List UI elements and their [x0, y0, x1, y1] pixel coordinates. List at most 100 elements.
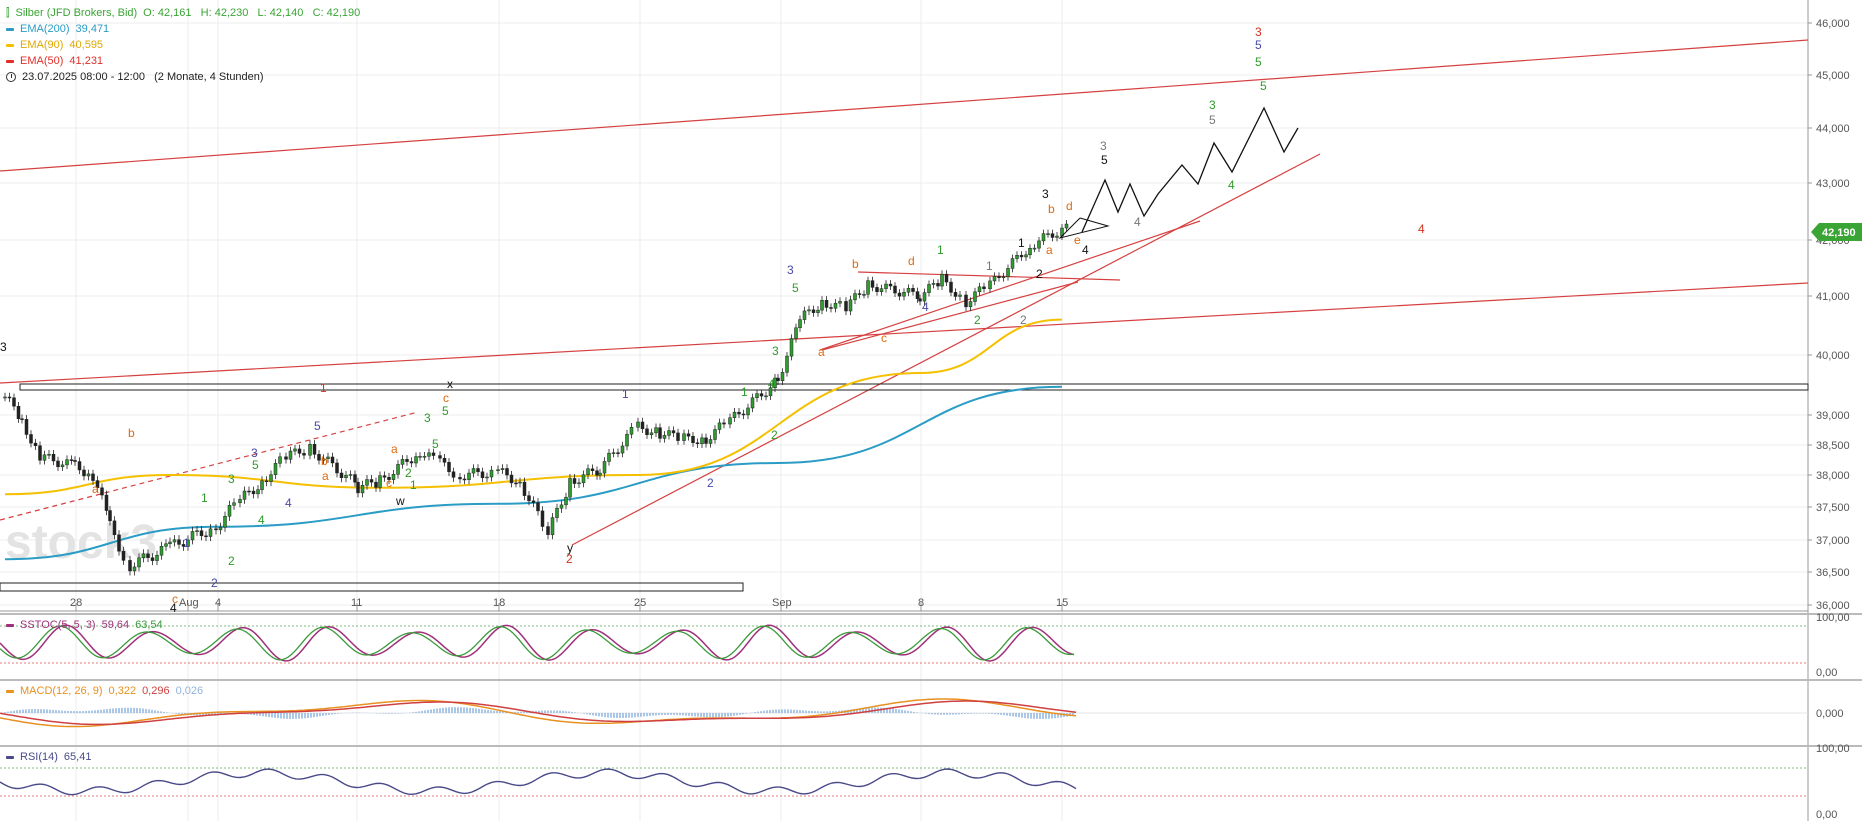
candle-body [662, 435, 667, 439]
candle-body [564, 496, 568, 506]
candle-body [505, 468, 509, 476]
candle-body [496, 469, 500, 471]
x-tick-label: 28 [70, 597, 82, 609]
candle-body [870, 280, 875, 288]
wave-label: 3 [1100, 139, 1107, 153]
macd-legend[interactable]: MACD(12, 26, 9) 0,322 0,296 0,026 [6, 685, 203, 697]
legend-ema50[interactable]: EMA(50) 41,231 [6, 53, 360, 69]
wave-label: 1 [1018, 236, 1025, 250]
candle-body [902, 291, 906, 297]
main-grid [0, 0, 1808, 821]
wave-label: 5 [1255, 38, 1262, 52]
candle-body [527, 495, 531, 502]
candle-body [773, 377, 777, 389]
candle-body [42, 454, 47, 461]
legend-ema200[interactable]: EMA(200) 39,471 [6, 21, 360, 37]
candle-body [214, 528, 218, 531]
wave-label: b [852, 257, 859, 271]
candle-body [186, 539, 190, 547]
candle-body [853, 293, 857, 301]
candle-body [973, 291, 977, 302]
candle-body [977, 286, 982, 293]
y-tick-label: 40,000 [1816, 350, 1850, 362]
candle-body [199, 530, 204, 537]
wave-label: c [443, 391, 449, 405]
wave-label: 3 [787, 263, 794, 277]
candle-body [581, 474, 586, 484]
candle-body [559, 504, 564, 509]
y-tick-label: 38,000 [1816, 470, 1850, 482]
period-label: 23.07.2025 08:00 - 12:00 (2 Monate, 4 St… [22, 71, 264, 83]
candle-body [844, 301, 848, 312]
wave-label: 2 [974, 313, 981, 327]
candle-body [172, 539, 177, 543]
candle-body [82, 469, 86, 477]
candle-body [227, 505, 232, 517]
candle-body [746, 407, 750, 416]
ema200-value: 39,471 [75, 23, 110, 35]
wave-label: 4 [1082, 243, 1089, 257]
candle-body [922, 292, 927, 302]
candle-body [326, 456, 330, 459]
triangle-pattern [1058, 217, 1110, 239]
y-tick-label: 43,000 [1816, 178, 1850, 190]
candle-body [302, 453, 306, 456]
x-tick-label: 8 [918, 597, 924, 609]
candle-body [348, 474, 353, 476]
last-price-badge [1811, 223, 1862, 241]
candle-body [776, 377, 780, 382]
candle-body [671, 430, 676, 434]
candle-body [256, 489, 260, 495]
legend-ema90[interactable]: EMA(90) 40,595 [6, 37, 360, 53]
wave-label: 4 [768, 377, 775, 391]
candle-body [108, 510, 112, 522]
candle-body [330, 456, 335, 464]
x-tick-label: Sep [772, 597, 792, 609]
candle-body [785, 355, 789, 373]
wave-label: 4 [1228, 178, 1235, 192]
candle-body [467, 472, 471, 480]
candle-body [897, 292, 902, 297]
wave-label: e [1074, 233, 1081, 247]
candle-body [47, 453, 51, 456]
wedge-upper-line [857, 271, 1121, 281]
candle-body [195, 530, 199, 532]
rsi-tick-top: 100,00 [1816, 743, 1850, 755]
macd-label: MACD(12, 26, 9) [20, 685, 103, 697]
ema50-swatch [6, 59, 14, 63]
candle-body [1028, 247, 1032, 256]
wave-label: 2 [566, 552, 573, 566]
macd-tick-zero: 0,000 [1816, 708, 1844, 720]
upper-channel-line [0, 39, 1809, 172]
wave-label: a [391, 442, 398, 456]
candle-body [602, 461, 607, 474]
candle-body [918, 298, 922, 302]
candle-body [1001, 276, 1006, 279]
candle-body [1019, 254, 1024, 258]
candle-body [953, 292, 958, 297]
candle-body [816, 309, 820, 313]
wedge-lower-line [819, 220, 1201, 351]
triangle-line [821, 281, 1079, 351]
candle-body [168, 541, 172, 545]
candle-body [288, 450, 293, 460]
candle-body [223, 515, 227, 528]
sstoc-legend[interactable]: SSTOC(5, 5, 3) 59,64 63,54 [6, 619, 163, 631]
candle-body [73, 460, 77, 462]
candle-body [577, 482, 581, 485]
candle-body [150, 557, 155, 561]
wave-label: 3 [1042, 187, 1049, 201]
candle-body [104, 494, 109, 511]
candle-body [51, 453, 56, 462]
candle-body [65, 459, 69, 466]
candle-body [833, 302, 838, 309]
candle-body [204, 535, 208, 538]
y-tick-label: 46,000 [1816, 18, 1850, 30]
candle-body [471, 468, 476, 474]
wave-label: 3 [0, 340, 7, 354]
y-tick-label: 36,000 [1816, 600, 1850, 612]
rsi-legend[interactable]: RSI(14) 65,41 [6, 751, 91, 763]
x-tick-label: 25 [634, 597, 646, 609]
period-row: 23.07.2025 08:00 - 12:00 (2 Monate, 4 St… [6, 69, 360, 85]
